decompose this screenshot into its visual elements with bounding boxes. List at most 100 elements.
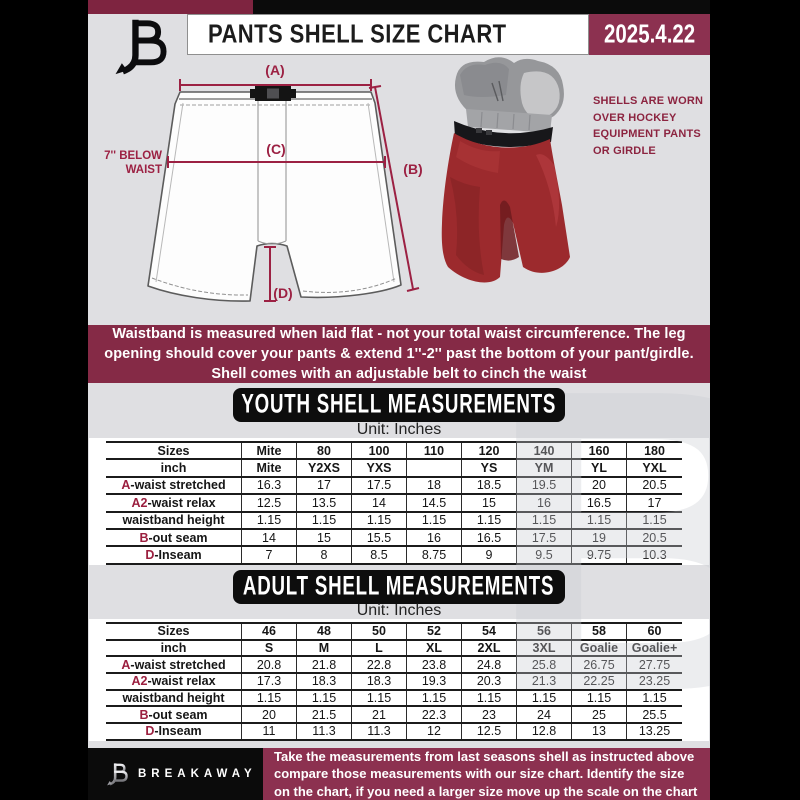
table-cell: 13 [572,724,627,739]
row-label: D -Inseam [106,547,242,563]
table-cell: 24 [517,707,572,723]
table-cell: 1.15 [352,512,407,528]
row-label: D -Inseam [106,724,242,739]
adult-unit-label: Unit: Inches [356,602,442,619]
header-band [88,0,710,14]
date-text: 2025.4.22 [603,19,696,49]
table-row: D -Inseam 11 11.3 11.3 12 12.5 12.8 13 13.25 [106,724,682,741]
table-cell: 9.75 [572,547,627,563]
table-cell: 3XL [517,640,572,656]
table-cell: 52 [407,624,462,639]
table-cell: 22.3 [407,707,462,723]
table-cell: 22.25 [572,674,627,689]
table-row: A -waist stretched 16.3 17 17.5 18 18.5 19.5 20 2… [106,477,682,496]
breakaway-footer-logo-icon [107,763,128,786]
table-cell: 1.15 [407,690,462,706]
table-cell: 1.15 [517,690,572,706]
row-label: B -out seam [106,707,242,723]
table-cell: 7 [242,547,297,563]
diagram-label-a: (A) [265,62,284,78]
table-cell: 2XL [462,640,517,656]
table-cell: 21.8 [297,657,352,673]
table-cell: 14.5 [407,495,462,511]
table-cell: 1.15 [462,512,517,528]
table-cell: 25.8 [517,657,572,673]
svg-text:WAIST: WAIST [126,164,162,176]
table-cell: 1.15 [572,512,627,528]
row-label: B -out seam [106,529,242,546]
table-cell: 20.8 [242,657,297,673]
footer-brand-text: BREAKAWAY [138,768,257,780]
table-cell: 24.8 [462,657,517,673]
table-cell: XL [407,640,462,656]
adult-table-panel: Sizes 46 48 50 52 54 56 58 60 inch S M L XL 2XL 3XL Goal… [89,619,709,741]
table-cell: 25 [572,707,627,723]
table-row: Sizes Mite 80 100 110 120 140 160 180 [106,443,682,461]
row-label: Sizes [106,443,242,459]
table-cell: Goalie+ [631,641,678,656]
table-cell: 100 [352,443,407,459]
table-cell: 11.3 [297,724,352,739]
table-cell: YS [462,460,517,476]
photo-caption: SHELLS ARE WORN OVER HOCKEY EQUIPMENT PA… [593,95,704,157]
table-cell: 27.75 [638,657,671,672]
table-cell: 23.8 [407,657,462,673]
table-cell: 1.15 [642,513,667,528]
waistband-notice-banner: Waistband is measured when laid flat - n… [88,325,710,383]
table-cell: 1.15 [572,690,627,706]
table-row: B -out seam 20 21.5 21 22.3 23 24 25 25.5 [106,707,682,725]
table-cell: 1.15 [242,690,297,706]
table-cell: 18.3 [297,674,352,689]
row-label: waistband height [106,512,242,528]
shell-product-photo [441,57,570,283]
table-cell: 14 [352,495,407,511]
row-label: A -waist stretched [106,477,242,494]
table-cell: 1.15 [242,512,297,528]
breakaway-logo-icon [115,19,167,75]
table-cell: 17.5 [517,529,572,546]
table-row: A -waist stretched 20.8 21.8 22.8 23.8 24.8 25.… [106,657,682,675]
table-cell: 9 [462,547,517,563]
table-cell: 20.5 [642,530,667,545]
shell-measurement-diagram: (A) (C) (B) (D) 7'' BELOW WAIST [104,62,423,302]
table-cell: 19.5 [517,477,572,494]
table-cell: 20.5 [642,478,667,493]
row-label: A -waist stretched [106,657,242,673]
table-row: waistband height 1.15 1.15 1.15 1.15 1.15 1.15… [106,512,682,530]
table-cell: 58 [572,624,627,639]
table-row: waistband height 1.15 1.15 1.15 1.15 1.15 1.15… [106,690,682,708]
table-cell: 56 [517,624,572,639]
table-cell: 120 [462,443,517,459]
table-cell: 21.5 [297,707,352,723]
table-cell: 15 [297,529,352,546]
table-cell: 14 [242,529,297,546]
table-cell: 23.25 [638,674,671,689]
table-cell: 60 [647,624,662,639]
row-label: waistband height [106,690,242,706]
table-cell: 17.3 [242,674,297,689]
table-cell: 13.5 [297,495,352,511]
table-cell: YXL [642,461,667,476]
table-cell: 16.3 [242,477,297,494]
table-cell: 21 [352,707,407,723]
table-cell: Mite [242,460,297,476]
svg-text:7'' BELOW: 7'' BELOW [104,150,162,162]
table-cell: 140 [517,443,572,459]
table-cell: 18 [407,477,462,494]
table-cell: 18.3 [352,674,407,689]
footer-instructions: Take the measurements from last seasons … [263,748,710,800]
page-background: PANTS SHELL SIZE CHART 2025.4.22 [88,0,710,800]
date-badge: 2025.4.22 [589,14,710,55]
table-cell: 12.5 [242,495,297,511]
table-cell: 20 [572,477,627,494]
measurement-lines [167,79,420,302]
table-cell: Goalie [572,640,627,656]
table-cell: YXS [352,460,407,476]
table-cell: 1.15 [462,690,517,706]
table-cell: 16.5 [462,529,517,546]
table-cell: 1.15 [642,691,667,706]
table-cell: 12 [407,724,462,739]
table-cell: 8.75 [407,547,462,563]
table-cell: 180 [644,443,665,458]
